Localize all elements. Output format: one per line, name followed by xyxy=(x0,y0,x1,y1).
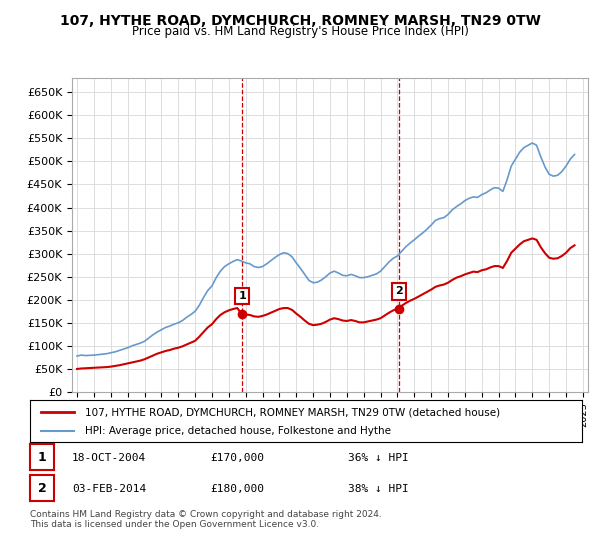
Text: Contains HM Land Registry data © Crown copyright and database right 2024.
This d: Contains HM Land Registry data © Crown c… xyxy=(30,510,382,529)
Text: HPI: Average price, detached house, Folkestone and Hythe: HPI: Average price, detached house, Folk… xyxy=(85,426,391,436)
Text: 36% ↓ HPI: 36% ↓ HPI xyxy=(348,453,409,463)
Text: £180,000: £180,000 xyxy=(210,484,264,493)
Text: 107, HYTHE ROAD, DYMCHURCH, ROMNEY MARSH, TN29 0TW: 107, HYTHE ROAD, DYMCHURCH, ROMNEY MARSH… xyxy=(59,14,541,28)
Text: 2: 2 xyxy=(38,482,46,494)
Text: £170,000: £170,000 xyxy=(210,453,264,463)
Text: Price paid vs. HM Land Registry's House Price Index (HPI): Price paid vs. HM Land Registry's House … xyxy=(131,25,469,38)
Text: 2: 2 xyxy=(395,287,403,296)
Text: 03-FEB-2014: 03-FEB-2014 xyxy=(72,484,146,493)
Text: 107, HYTHE ROAD, DYMCHURCH, ROMNEY MARSH, TN29 0TW (detached house): 107, HYTHE ROAD, DYMCHURCH, ROMNEY MARSH… xyxy=(85,407,500,417)
Text: 18-OCT-2004: 18-OCT-2004 xyxy=(72,453,146,463)
Text: 38% ↓ HPI: 38% ↓ HPI xyxy=(348,484,409,493)
Text: 1: 1 xyxy=(38,451,46,464)
Text: 1: 1 xyxy=(238,291,246,301)
